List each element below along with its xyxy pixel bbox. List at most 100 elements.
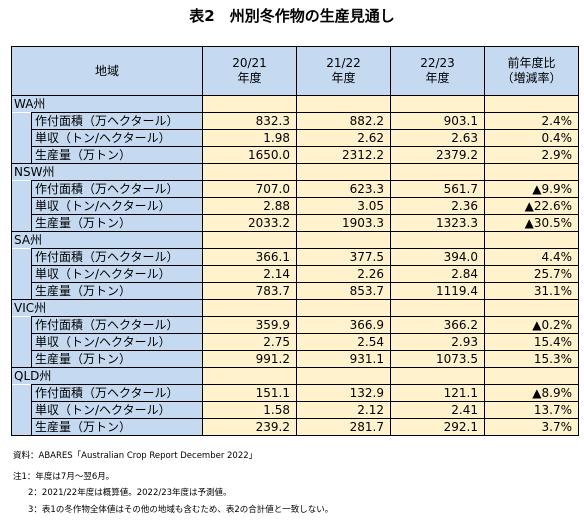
region-empty-cell <box>484 231 579 249</box>
row-production: 生産量（万トン） 239.2 281.7 292.1 3.7% <box>11 418 579 436</box>
value-cell: 394.0 <box>390 248 485 266</box>
value-cell: 359.9 <box>202 316 297 334</box>
indent-cell <box>11 129 32 147</box>
yoy-change-cell: ▲8.9% <box>484 384 579 402</box>
value-cell: 991.2 <box>202 350 297 368</box>
row-yield: 単収（トン/ヘクタール） 2.75 2.54 2.93 15.4% <box>11 333 579 351</box>
indent-cell <box>11 282 32 300</box>
header-region: 地域 <box>11 46 203 96</box>
value-cell: 1073.5 <box>390 350 485 368</box>
row-yield: 単収（トン/ヘクタール） 2.88 3.05 2.36 ▲22.6% <box>11 197 579 215</box>
value-cell: 2.12 <box>296 401 391 419</box>
header-year-2021-22: 21/22 年度 <box>296 46 391 96</box>
region-empty-cell <box>296 231 391 249</box>
value-cell: 783.7 <box>202 282 297 300</box>
row-yield: 単収（トン/ヘクタール） 2.14 2.26 2.84 25.7% <box>11 265 579 283</box>
region-empty-cell <box>202 367 297 385</box>
metric-label: 作付面積（万ヘクタール） <box>31 316 203 334</box>
value-cell: 853.7 <box>296 282 391 300</box>
region-empty-cell <box>296 95 391 113</box>
value-cell: 1.98 <box>202 129 297 147</box>
value-cell: 239.2 <box>202 418 297 436</box>
yoy-change-cell: 0.4% <box>484 129 579 147</box>
value-cell: 623.3 <box>296 180 391 198</box>
value-cell: 2.41 <box>390 401 485 419</box>
region-empty-cell <box>484 95 579 113</box>
value-cell: 2.88 <box>202 197 297 215</box>
value-cell: 1650.0 <box>202 146 297 164</box>
note-1: 注1：年度は7月～翌6月。 <box>13 472 115 482</box>
header-year-2022-23: 22/23 年度 <box>390 46 485 96</box>
metric-label: 生産量（万トン） <box>31 350 203 368</box>
value-cell: 366.2 <box>390 316 485 334</box>
value-cell: 2312.2 <box>296 146 391 164</box>
metric-label: 生産量（万トン） <box>31 418 203 436</box>
region-empty-cell <box>296 163 391 181</box>
region-row: WA州 <box>11 95 579 113</box>
region-name: VIC州 <box>11 299 203 317</box>
value-cell: 1323.3 <box>390 214 485 232</box>
yoy-change-cell: ▲22.6% <box>484 197 579 215</box>
region-empty-cell <box>296 367 391 385</box>
yoy-change-cell: ▲9.9% <box>484 180 579 198</box>
value-cell: 2.62 <box>296 129 391 147</box>
region-row: NSW州 <box>11 163 579 181</box>
value-cell: 561.7 <box>390 180 485 198</box>
yoy-change-cell: 3.7% <box>484 418 579 436</box>
indent-cell <box>11 316 32 334</box>
metric-label: 単収（トン/ヘクタール） <box>31 265 203 283</box>
value-cell: 2.36 <box>390 197 485 215</box>
row-production: 生産量（万トン） 991.2 931.1 1073.5 15.3% <box>11 350 579 368</box>
note-2: 2：2021/22年度は概算値。2022/23年度は予測値。 <box>28 488 232 498</box>
indent-cell <box>11 197 32 215</box>
table-title: 表2 州別冬作物の生産見通し <box>189 7 395 25</box>
region-name: NSW州 <box>11 163 203 181</box>
region-empty-cell <box>202 163 297 181</box>
crop-table: 地域 20/21 年度 21/22 年度 22/23 年度 前年度比 （増減率） WA州… <box>11 46 579 436</box>
value-cell: 882.2 <box>296 112 391 130</box>
value-cell: 2.84 <box>390 265 485 283</box>
value-cell: 2.26 <box>296 265 391 283</box>
value-cell: 2.14 <box>202 265 297 283</box>
region-name: WA州 <box>11 95 203 113</box>
indent-cell <box>11 112 32 130</box>
header-yoy-change: 前年度比 （増減率） <box>484 46 579 96</box>
yoy-change-cell: 2.4% <box>484 112 579 130</box>
indent-cell <box>11 265 32 283</box>
yoy-change-cell: ▲0.2% <box>484 316 579 334</box>
value-cell: 281.7 <box>296 418 391 436</box>
metric-label: 単収（トン/ヘクタール） <box>31 197 203 215</box>
region-empty-cell <box>202 299 297 317</box>
yoy-change-cell: 13.7% <box>484 401 579 419</box>
row-production: 生産量（万トン） 1650.0 2312.2 2379.2 2.9% <box>11 146 579 164</box>
region-empty-cell <box>202 95 297 113</box>
note-3: 3：表1の冬作物全体値はその他の地域も含むため、表2の合計値と一致しない。 <box>28 505 334 515</box>
value-cell: 366.9 <box>296 316 391 334</box>
region-empty-cell <box>390 367 485 385</box>
header-row: 地域 20/21 年度 21/22 年度 22/23 年度 前年度比 （増減率） <box>11 46 579 96</box>
row-production: 生産量（万トン） 783.7 853.7 1119.4 31.1% <box>11 282 579 300</box>
metric-label: 生産量（万トン） <box>31 214 203 232</box>
metric-label: 生産量（万トン） <box>31 282 203 300</box>
region-empty-cell <box>390 231 485 249</box>
region-row: SA州 <box>11 231 579 249</box>
row-planted-area: 作付面積（万ヘクタール） 151.1 132.9 121.1 ▲8.9% <box>11 384 579 402</box>
row-yield: 単収（トン/ヘクタール） 1.58 2.12 2.41 13.7% <box>11 401 579 419</box>
metric-label: 作付面積（万ヘクタール） <box>31 384 203 402</box>
value-cell: 366.1 <box>202 248 297 266</box>
metric-label: 単収（トン/ヘクタール） <box>31 333 203 351</box>
region-name: QLD州 <box>11 367 203 385</box>
metric-label: 作付面積（万ヘクタール） <box>31 112 203 130</box>
value-cell: 2.75 <box>202 333 297 351</box>
value-cell: 377.5 <box>296 248 391 266</box>
row-yield: 単収（トン/ヘクタール） 1.98 2.62 2.63 0.4% <box>11 129 579 147</box>
metric-label: 作付面積（万ヘクタール） <box>31 248 203 266</box>
yoy-change-cell: 4.4% <box>484 248 579 266</box>
indent-cell <box>11 248 32 266</box>
region-name: SA州 <box>11 231 203 249</box>
yoy-change-cell: ▲30.5% <box>484 214 579 232</box>
value-cell: 3.05 <box>296 197 391 215</box>
indent-cell <box>11 214 32 232</box>
row-production: 生産量（万トン） 2033.2 1903.3 1323.3 ▲30.5% <box>11 214 579 232</box>
value-cell: 151.1 <box>202 384 297 402</box>
